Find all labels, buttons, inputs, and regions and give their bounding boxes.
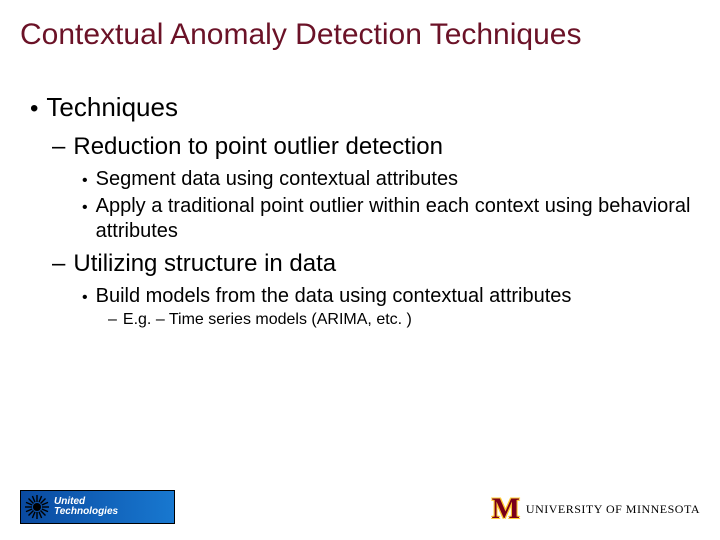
slide-title: Contextual Anomaly Detection Techniques bbox=[20, 18, 700, 52]
um-m-icon: M bbox=[492, 494, 520, 524]
united-technologies-logo: United Technologies bbox=[20, 490, 175, 524]
bullet-text: Build models from the data using context… bbox=[96, 284, 572, 309]
bullet-dot: • bbox=[82, 288, 88, 309]
university-minnesota-logo: M UNIVERSITY OF MINNESOTA bbox=[492, 494, 700, 524]
bullet-level-3: • Apply a traditional point outlier with… bbox=[82, 194, 700, 244]
ut-logo-text: United Technologies bbox=[54, 497, 118, 518]
bullet-dot: • bbox=[82, 198, 88, 219]
bullet-level-4: – E.g. – Time series models (ARIMA, etc.… bbox=[108, 311, 700, 329]
bullet-text: E.g. – Time series models (ARIMA, etc. ) bbox=[123, 311, 412, 329]
bullet-dash: – bbox=[108, 311, 117, 329]
bullet-level-1: • Techniques bbox=[30, 92, 700, 123]
bullet-dash: – bbox=[52, 133, 65, 161]
bullet-level-2: – Reduction to point outlier detection bbox=[52, 133, 700, 161]
bullet-level-3: • Build models from the data using conte… bbox=[82, 284, 700, 309]
ut-line-2: Technologies bbox=[54, 507, 118, 518]
bullet-text: Reduction to point outlier detection bbox=[73, 133, 443, 161]
sunburst-icon bbox=[24, 494, 50, 520]
bullet-dot: • bbox=[82, 171, 88, 192]
bullet-text: Segment data using contextual attributes bbox=[96, 167, 458, 192]
bullet-dash: – bbox=[52, 250, 65, 278]
um-text-span: UNIVERSITY OF MINNESOTA bbox=[526, 502, 700, 516]
bullet-level-2: – Utilizing structure in data bbox=[52, 250, 700, 278]
bullet-level-3: • Segment data using contextual attribut… bbox=[82, 167, 700, 192]
footer: United Technologies M UNIVERSITY OF MINN… bbox=[20, 490, 700, 524]
bullet-text: Apply a traditional point outlier within… bbox=[96, 194, 700, 244]
um-logo-text: UNIVERSITY OF MINNESOTA bbox=[526, 502, 700, 517]
slide: Contextual Anomaly Detection Techniques … bbox=[0, 0, 720, 540]
bullet-text: Techniques bbox=[46, 92, 178, 123]
bullet-text: Utilizing structure in data bbox=[73, 250, 336, 278]
bullet-dot: • bbox=[30, 97, 38, 121]
